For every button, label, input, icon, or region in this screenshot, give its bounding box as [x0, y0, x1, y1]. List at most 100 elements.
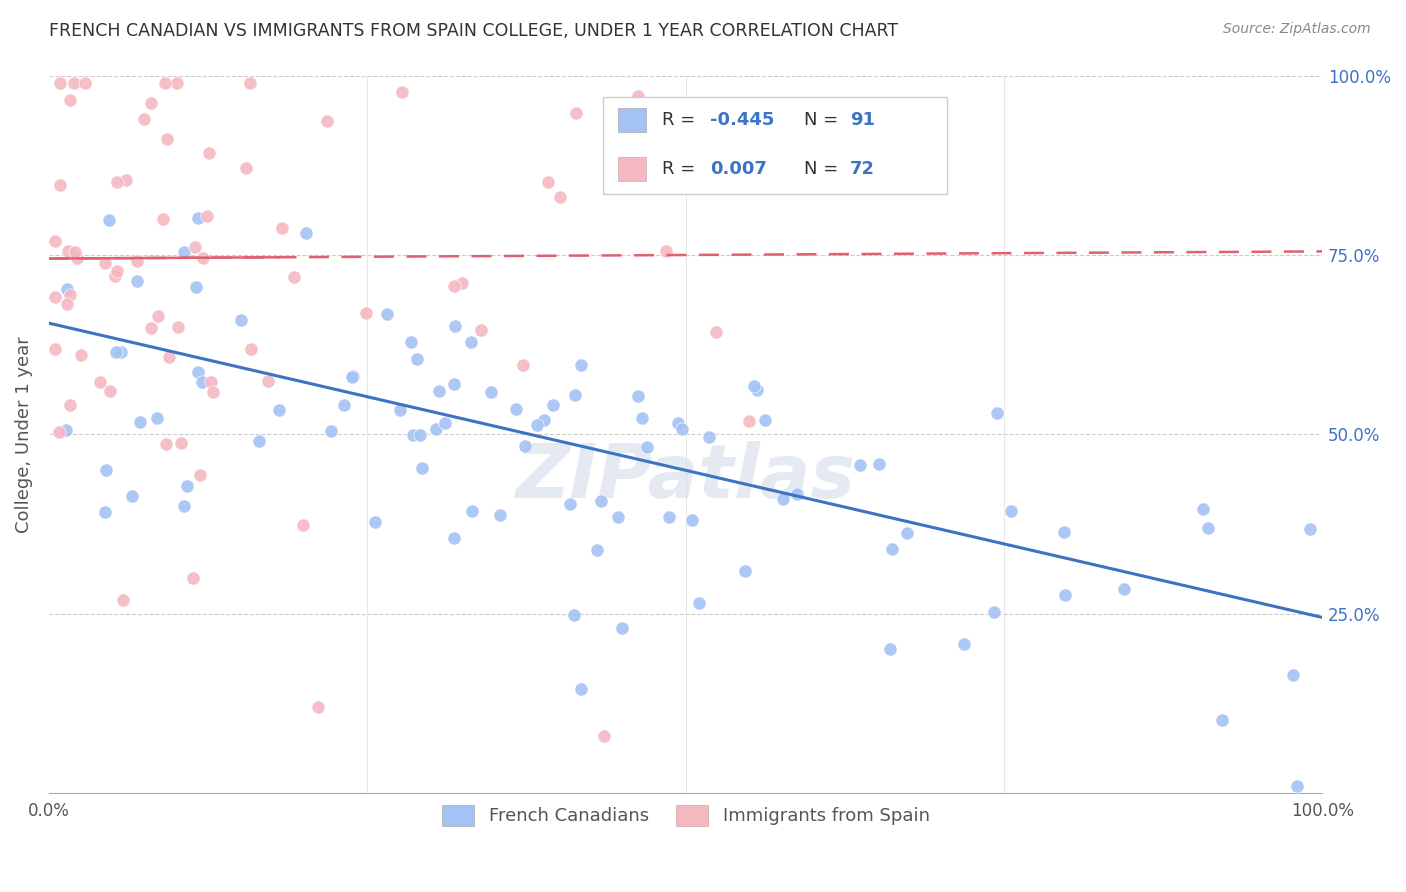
Point: [181, 571, 204, 585]
Text: Source: ZipAtlas.com: Source: ZipAtlas.com: [1223, 22, 1371, 37]
FancyBboxPatch shape: [619, 108, 647, 131]
Point: [450, 277, 472, 291]
Text: 0.007: 0.007: [710, 161, 766, 178]
Point: [591, 493, 613, 508]
Point: [460, 334, 482, 349]
Point: [333, 398, 356, 412]
Point: [187, 364, 209, 378]
Point: [100, 384, 122, 399]
Text: FRENCH CANADIAN VS IMMIGRANTS FROM SPAIN COLLEGE, UNDER 1 YEAR CORRELATION CHART: FRENCH CANADIAN VS IMMIGRANTS FROM SPAIN…: [49, 22, 898, 40]
Point: [688, 596, 710, 610]
Point: [145, 411, 167, 425]
Point: [354, 306, 377, 320]
Point: [738, 156, 761, 170]
Point: [526, 417, 548, 432]
Point: [316, 113, 339, 128]
Point: [593, 729, 616, 743]
Text: -0.445: -0.445: [710, 111, 775, 128]
Point: [105, 264, 128, 278]
Point: [44, 290, 66, 304]
FancyBboxPatch shape: [603, 97, 946, 194]
Point: [89, 375, 111, 389]
Point: [952, 637, 974, 651]
Text: 72: 72: [851, 161, 875, 178]
Point: [201, 384, 224, 399]
Point: [195, 210, 218, 224]
Point: [541, 398, 564, 412]
Point: [389, 402, 412, 417]
Point: [654, 244, 676, 258]
Text: R =: R =: [661, 111, 700, 128]
Point: [121, 489, 143, 503]
Point: [98, 212, 121, 227]
Point: [66, 251, 89, 265]
Point: [558, 497, 581, 511]
Point: [658, 509, 681, 524]
Point: [699, 180, 721, 194]
Point: [896, 525, 918, 540]
Point: [115, 173, 138, 187]
Point: [681, 513, 703, 527]
Point: [564, 388, 586, 402]
Point: [364, 515, 387, 529]
Point: [425, 422, 447, 436]
Point: [307, 700, 329, 714]
Point: [270, 220, 292, 235]
Point: [49, 178, 72, 192]
Legend: French Canadians, Immigrants from Spain: French Canadians, Immigrants from Spain: [433, 796, 939, 835]
Point: [176, 479, 198, 493]
Point: [479, 384, 502, 399]
Point: [627, 89, 650, 103]
Point: [636, 440, 658, 454]
Point: [267, 403, 290, 417]
Point: [678, 170, 700, 185]
Point: [170, 435, 193, 450]
Point: [247, 434, 270, 449]
Point: [48, 425, 70, 440]
Point: [443, 531, 465, 545]
Point: [391, 86, 413, 100]
Point: [1053, 524, 1076, 539]
Point: [565, 106, 588, 120]
Point: [58, 244, 80, 258]
Point: [104, 269, 127, 284]
Point: [671, 422, 693, 436]
Point: [489, 508, 512, 523]
Point: [155, 436, 177, 450]
Point: [240, 343, 263, 357]
Point: [257, 375, 280, 389]
Point: [738, 414, 761, 428]
Point: [155, 76, 177, 90]
Point: [1053, 588, 1076, 602]
Point: [429, 384, 451, 398]
Point: [742, 379, 765, 393]
Point: [562, 607, 585, 622]
Point: [105, 344, 128, 359]
Point: [229, 313, 252, 327]
Point: [1285, 779, 1308, 793]
Point: [734, 564, 756, 578]
Point: [44, 342, 66, 356]
Point: [134, 112, 156, 127]
Point: [444, 319, 467, 334]
Point: [283, 269, 305, 284]
Point: [184, 280, 207, 294]
Point: [986, 406, 1008, 420]
Point: [173, 499, 195, 513]
Point: [548, 190, 571, 204]
Point: [94, 463, 117, 477]
Point: [63, 244, 86, 259]
Point: [127, 274, 149, 288]
Point: [786, 486, 808, 500]
Point: [1112, 582, 1135, 596]
Point: [461, 504, 484, 518]
Point: [187, 211, 209, 225]
Point: [59, 93, 82, 107]
Text: R =: R =: [661, 161, 706, 178]
Point: [94, 505, 117, 519]
Point: [55, 423, 77, 437]
Point: [849, 458, 872, 473]
Y-axis label: College, Under 1 year: College, Under 1 year: [15, 336, 32, 533]
Point: [166, 320, 188, 334]
Point: [73, 76, 96, 90]
